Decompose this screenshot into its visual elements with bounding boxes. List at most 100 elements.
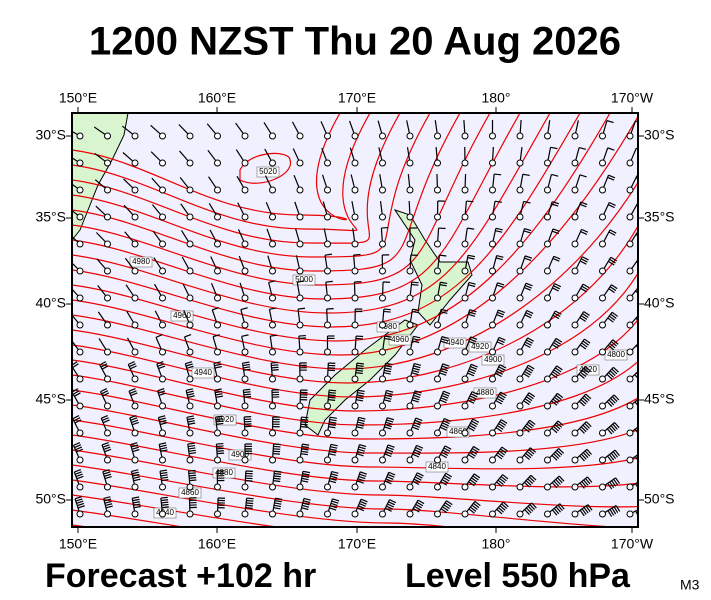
wind-feather (581, 285, 589, 291)
wind-feather (585, 478, 591, 485)
wind-feather (215, 418, 223, 421)
wind-feather (554, 339, 561, 345)
wind-feather (416, 472, 424, 477)
wind-feather (212, 307, 220, 311)
wind-station (104, 267, 111, 275)
wind-barb (320, 121, 327, 134)
wind-station (159, 267, 166, 275)
wind-feather (187, 392, 195, 396)
wind-station (406, 402, 414, 410)
wind-feather (300, 453, 308, 456)
wind-feather (416, 444, 424, 449)
wind-barb (379, 174, 383, 187)
wind-feather (525, 452, 532, 459)
wind-feather (584, 450, 591, 457)
wind-feather (242, 361, 250, 364)
wind-station (186, 429, 194, 437)
wind-feather (498, 309, 505, 314)
wind-feather (440, 508, 448, 514)
wind-barb (99, 391, 107, 404)
wind-station (626, 321, 634, 329)
wind-feather (384, 337, 392, 341)
latitude-label: 30°S (35, 127, 66, 143)
wind-feather (440, 453, 447, 459)
wind-station (186, 321, 194, 329)
wind-station (571, 159, 579, 167)
wind-feather (357, 392, 365, 395)
wind-barb (548, 283, 556, 296)
wind-barb (547, 147, 552, 160)
wind-feather (384, 335, 392, 338)
wind-feather (189, 479, 197, 482)
wind-station (516, 483, 524, 491)
wind-feather (441, 338, 449, 342)
wind-feather (579, 317, 586, 322)
wind-feather (103, 471, 111, 475)
wind-station (406, 240, 414, 248)
wind-station (131, 294, 139, 302)
longitude-label: 160°E (198, 536, 236, 552)
wind-feather (579, 428, 585, 434)
wind-feather (524, 341, 532, 346)
wind-feather (495, 399, 503, 405)
wind-feather (607, 204, 615, 209)
wind-barb (180, 203, 189, 215)
wind-feather (389, 499, 397, 504)
wind-feather (358, 505, 366, 510)
wind-barb (235, 122, 244, 134)
wind-feather (607, 147, 615, 151)
wind-feather (358, 503, 366, 507)
wind-station (516, 294, 524, 302)
wind-feather (356, 394, 364, 397)
wind-barb (94, 179, 106, 189)
wind-feather (522, 173, 530, 177)
wind-barb (519, 174, 524, 187)
wind-station (104, 402, 111, 410)
wind-station (626, 186, 634, 194)
wind-station (379, 402, 386, 410)
wind-feather (411, 283, 419, 286)
wind-feather (300, 426, 308, 428)
wind-feather (188, 422, 196, 425)
wind-feather (608, 288, 615, 294)
wind-feather (523, 343, 531, 349)
wind-feather (643, 451, 647, 457)
wind-feather (414, 505, 421, 511)
wind-barb (493, 419, 502, 431)
wind-feather (557, 477, 563, 484)
wind-station (104, 321, 111, 329)
wind-station (489, 429, 496, 437)
wind-station (76, 132, 84, 140)
longitude-label: 170°W (611, 536, 654, 552)
wind-feather (553, 285, 561, 290)
wind-barb (410, 472, 418, 485)
wind-barb (604, 366, 614, 378)
wind-feather (356, 396, 364, 400)
wind-station (214, 267, 221, 275)
wind-station (241, 402, 249, 410)
wind-feather (441, 451, 449, 457)
wind-feather (556, 392, 564, 399)
wind-feather (273, 507, 281, 510)
wind-feather (301, 448, 309, 451)
wind-feather (158, 415, 166, 419)
wind-station (599, 132, 606, 140)
wind-feather (386, 419, 394, 423)
wind-feather (502, 474, 509, 480)
wind-station (489, 132, 496, 140)
wind-station (461, 429, 469, 437)
wind-barb (548, 256, 555, 269)
wind-station (186, 510, 194, 518)
wind-feather (300, 423, 308, 426)
wind-feather (527, 421, 535, 427)
wind-feather (443, 504, 450, 510)
wind-station (434, 456, 441, 464)
wind-feather (500, 419, 508, 424)
wind-feather (635, 233, 638, 237)
wind-station (489, 375, 496, 383)
wind-feather (129, 415, 137, 419)
wind-feather (496, 425, 504, 430)
wind-feather (329, 421, 337, 424)
wind-station (489, 240, 496, 248)
contour-label: 4900 (484, 355, 502, 364)
